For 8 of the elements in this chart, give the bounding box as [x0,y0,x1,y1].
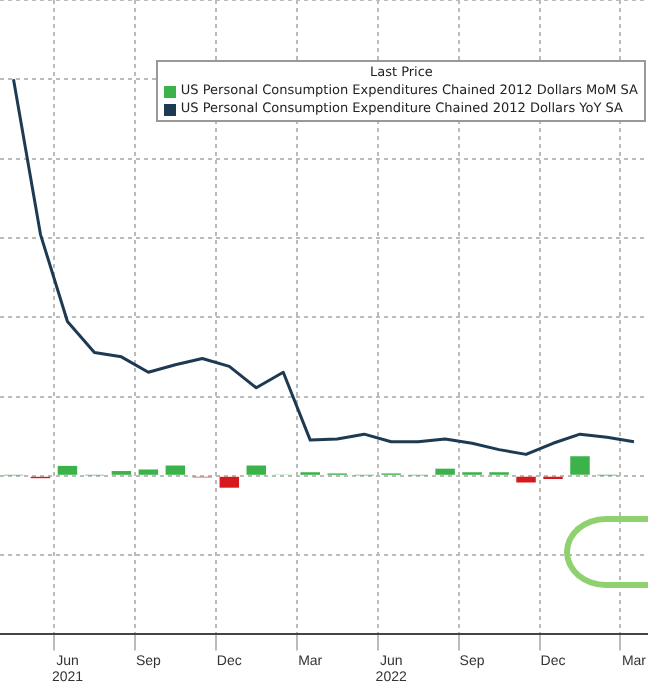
bar [165,465,186,475]
bar [570,456,590,475]
bar [138,469,159,475]
bar [516,476,536,483]
bar [57,465,78,475]
bar [219,476,240,488]
bar [246,465,267,475]
bar [435,468,455,475]
